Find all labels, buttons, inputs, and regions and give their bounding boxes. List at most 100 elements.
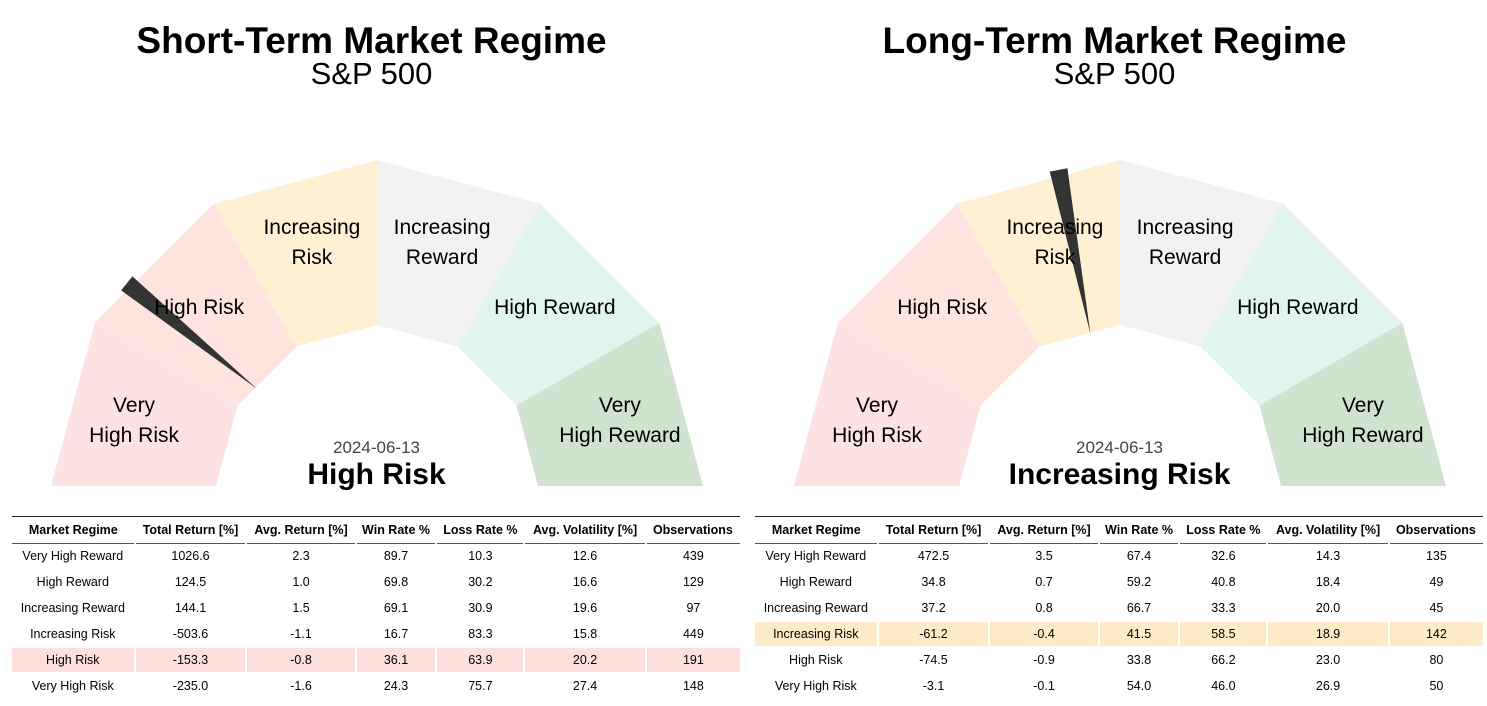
- table-cell: -0.1: [989, 673, 1100, 700]
- gauge-needle: [1049, 168, 1091, 334]
- gauge-segment-label: Increasing Risk: [1006, 213, 1103, 273]
- gauge-label-line: High Risk: [154, 296, 245, 320]
- table-cell: -153.3: [134, 647, 248, 674]
- table-row: Very High Risk -3.1 -0.1 54.0 46.0 26.9 50: [755, 673, 1483, 700]
- gauge-segment: [837, 203, 1040, 406]
- table-cell: 1.5: [246, 595, 357, 622]
- table-cell: Very High Reward: [755, 543, 879, 570]
- table-cell: 24.3: [355, 673, 438, 700]
- table-cell: 66.2: [1179, 647, 1269, 674]
- table-cell: 20.2: [524, 647, 647, 674]
- table-row: Increasing Reward 37.2 0.8 66.7 33.3 20.0 45: [755, 595, 1483, 622]
- table-row: High Risk -74.5 -0.9 33.8 66.2 23.0 80: [755, 647, 1483, 674]
- table-cell: 89.7: [355, 543, 438, 570]
- table-row: Very High Reward 1026.6 2.3 89.7 10.3 12.6 439: [12, 543, 740, 570]
- short-term-panel: Short-Term Market Regime S&P 500 Very Hig…: [0, 0, 743, 706]
- gauge-segment-label: High Risk: [897, 293, 987, 323]
- table-row: High Reward 34.8 0.7 59.2 40.8 18.4 49: [755, 569, 1483, 596]
- table-cell: 18.9: [1267, 621, 1390, 648]
- gauge-segment-label: Increasing Reward: [394, 213, 491, 273]
- chart-subtitle: S&P 500: [1053, 56, 1176, 91]
- table-cell: 20.0: [1267, 595, 1390, 622]
- table-cell: 67.4: [1098, 543, 1181, 570]
- column-header: Market Regime: [755, 516, 878, 544]
- table-cell: Very High Reward: [12, 543, 136, 570]
- table-cell: 33.3: [1179, 595, 1269, 622]
- table-cell: Increasing Risk: [755, 621, 879, 648]
- table-cell: 30.9: [436, 595, 526, 622]
- gauge-label-line: High Reward: [559, 423, 681, 447]
- gauge-label-line: Increasing: [1006, 216, 1104, 240]
- gauge-segment-label: Very High Risk: [832, 391, 922, 451]
- table-cell: -0.4: [989, 621, 1100, 648]
- gauge-label-line: High Risk: [832, 423, 922, 447]
- gauge-segment: [51, 323, 238, 486]
- gauge-segment-label: High Risk: [154, 293, 244, 323]
- table-cell: -235.0: [134, 673, 248, 700]
- gauge-segment: [377, 160, 540, 347]
- table-cell: -0.9: [989, 647, 1100, 674]
- column-header: Market Regime: [12, 516, 135, 544]
- table-cell: 59.2: [1098, 569, 1181, 596]
- gauge-chart: [51, 160, 703, 486]
- table-cell: 66.7: [1098, 595, 1181, 622]
- table-header-row: Market Regime Total Return [%] Avg. Return…: [755, 516, 1483, 544]
- table-cell: -61.2: [877, 621, 991, 648]
- table-cell: 0.8: [989, 595, 1100, 622]
- table-cell: 40.8: [1179, 569, 1269, 596]
- table-cell: -503.6: [134, 621, 248, 648]
- table-cell: High Reward: [755, 569, 879, 596]
- table-cell: 41.5: [1098, 621, 1181, 648]
- table-cell: -3.1: [877, 673, 991, 700]
- column-header: Total Return [%]: [877, 516, 990, 544]
- table-cell: 32.6: [1179, 543, 1269, 570]
- chart-subtitle: S&P 500: [310, 56, 433, 91]
- gauge-segment: [1259, 323, 1446, 486]
- gauge-segment: [516, 323, 703, 486]
- table-cell: 69.8: [355, 569, 438, 596]
- column-header: Observations: [1388, 516, 1483, 544]
- gauge-chart: [794, 160, 1446, 486]
- table-cell: 144.1: [134, 595, 248, 622]
- gauge-label-line: Increasing: [1136, 216, 1234, 240]
- gauge-label-line: High Reward: [1237, 296, 1359, 320]
- gauge-needle: [121, 276, 257, 389]
- table-cell: 1026.6: [134, 543, 248, 570]
- table-row: Very High Risk -235.0 -1.6 24.3 75.7 27.4 148: [12, 673, 740, 700]
- table-cell: 26.9: [1267, 673, 1390, 700]
- table-cell: 129: [645, 569, 740, 596]
- table-cell: High Risk: [12, 647, 136, 674]
- table-cell: 135: [1388, 543, 1483, 570]
- table-cell: 49: [1388, 569, 1483, 596]
- table-cell: 80: [1388, 647, 1483, 674]
- table-cell: 16.6: [524, 569, 647, 596]
- table-row: Increasing Reward 144.1 1.5 69.1 30.9 19.6 97: [12, 595, 740, 622]
- table-cell: 46.0: [1179, 673, 1269, 700]
- gauge-segment-label: Very High Reward: [1302, 391, 1423, 451]
- table-cell: 16.7: [355, 621, 438, 648]
- column-header: Avg. Volatility [%]: [1267, 516, 1389, 544]
- table-cell: 63.9: [436, 647, 526, 674]
- table-cell: 449: [645, 621, 740, 648]
- table-cell: 54.0: [1098, 673, 1181, 700]
- table-cell: 97: [645, 595, 740, 622]
- gauge-segment: [957, 160, 1120, 347]
- column-header: Observations: [645, 516, 740, 544]
- table-cell: 33.8: [1098, 647, 1181, 674]
- gauge-segment-label: Increasing Reward: [1137, 213, 1234, 273]
- gauge-segment: [94, 203, 297, 406]
- table-cell: Increasing Risk: [12, 621, 136, 648]
- gauge-segment-label: Increasing Risk: [263, 213, 360, 273]
- table-cell: -1.1: [246, 621, 357, 648]
- table-cell: 191: [645, 647, 740, 674]
- table-cell: Very High Risk: [755, 673, 879, 700]
- gauge-segment-label: High Reward: [494, 293, 615, 323]
- table-cell: Very High Risk: [12, 673, 136, 700]
- gauge-label-line: High Reward: [1302, 423, 1424, 447]
- gauge-segment: [1120, 160, 1283, 347]
- table-cell: 148: [645, 673, 740, 700]
- table-cell: 75.7: [436, 673, 526, 700]
- gauge-segment: [214, 160, 377, 347]
- regime-stats-table: Market Regime Total Return [%] Avg. Return…: [12, 516, 740, 700]
- table-cell: 18.4: [1267, 569, 1390, 596]
